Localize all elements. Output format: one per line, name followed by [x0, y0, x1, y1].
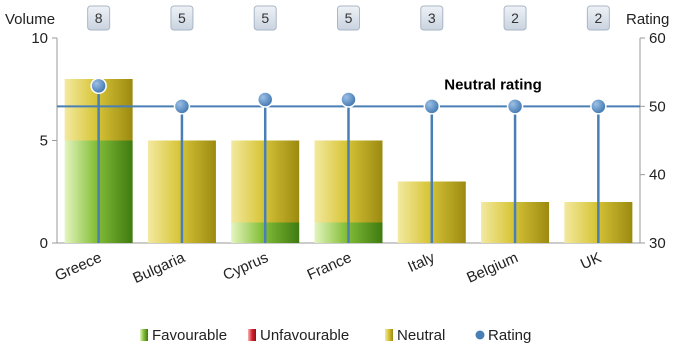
y2-tick-label: 30	[649, 235, 666, 252]
y2-tick-label: 40	[649, 167, 666, 184]
category-label-uk: UK	[578, 249, 604, 273]
category-label-greece: Greece	[52, 249, 104, 285]
count-badge-cyprus	[253, 5, 277, 31]
count-badge-france	[337, 5, 360, 31]
count-value: 8	[95, 10, 103, 26]
count-value: 2	[594, 10, 602, 26]
legend-marker-unfavourable	[248, 329, 256, 341]
rating-point-uk	[590, 98, 607, 115]
count-badge-bulgaria	[170, 5, 194, 31]
count-badge-belgium	[503, 5, 527, 31]
rating-point-greece	[90, 77, 107, 95]
y2-axis-title: Rating	[626, 11, 669, 28]
y-axis-title: Volume	[5, 11, 55, 28]
rating-point-cyprus	[256, 91, 274, 108]
category-label-france: France	[305, 249, 355, 284]
rating-series	[90, 77, 607, 243]
legend-label-neutral: Neutral	[397, 327, 445, 344]
legend-marker-favourable	[140, 329, 148, 341]
count-badge-uk	[586, 5, 610, 31]
y-tick-label: 5	[40, 133, 48, 150]
rating-point-italy	[423, 98, 441, 115]
category-label-italy: Italy	[405, 249, 438, 276]
legend-label-favourable: Favourable	[152, 327, 227, 344]
count-badge-italy	[420, 5, 444, 31]
category-label-bulgaria: Bulgaria	[130, 249, 188, 287]
count-value: 5	[261, 10, 269, 26]
count-value: 5	[345, 10, 353, 26]
neutral-rating-label: Neutral rating	[444, 76, 542, 93]
category-label-belgium: Belgium	[464, 249, 520, 287]
rating-point-belgium	[506, 98, 524, 115]
y-tick-label: 0	[40, 235, 48, 252]
y2-tick-label: 60	[649, 30, 666, 47]
rating-point-bulgaria	[173, 98, 191, 115]
count-value: 3	[428, 10, 436, 26]
count-value: 2	[511, 10, 519, 26]
y2-tick-label: 50	[649, 98, 666, 115]
category-label-cyprus: Cyprus	[221, 249, 271, 284]
legend: Favourable Unfavourable Neutral Rating	[140, 327, 531, 344]
count-value: 5	[178, 10, 186, 26]
y-tick-label: 10	[31, 30, 48, 47]
count-badges: 8 5 5 5 3 2 2	[87, 5, 610, 31]
legend-label-rating: Rating	[488, 327, 531, 344]
legend-marker-neutral	[385, 329, 393, 341]
legend-marker-rating	[475, 330, 485, 340]
rating-point-france	[340, 91, 357, 108]
legend-label-unfavourable: Unfavourable	[260, 327, 349, 344]
count-badge-greece	[87, 5, 111, 31]
